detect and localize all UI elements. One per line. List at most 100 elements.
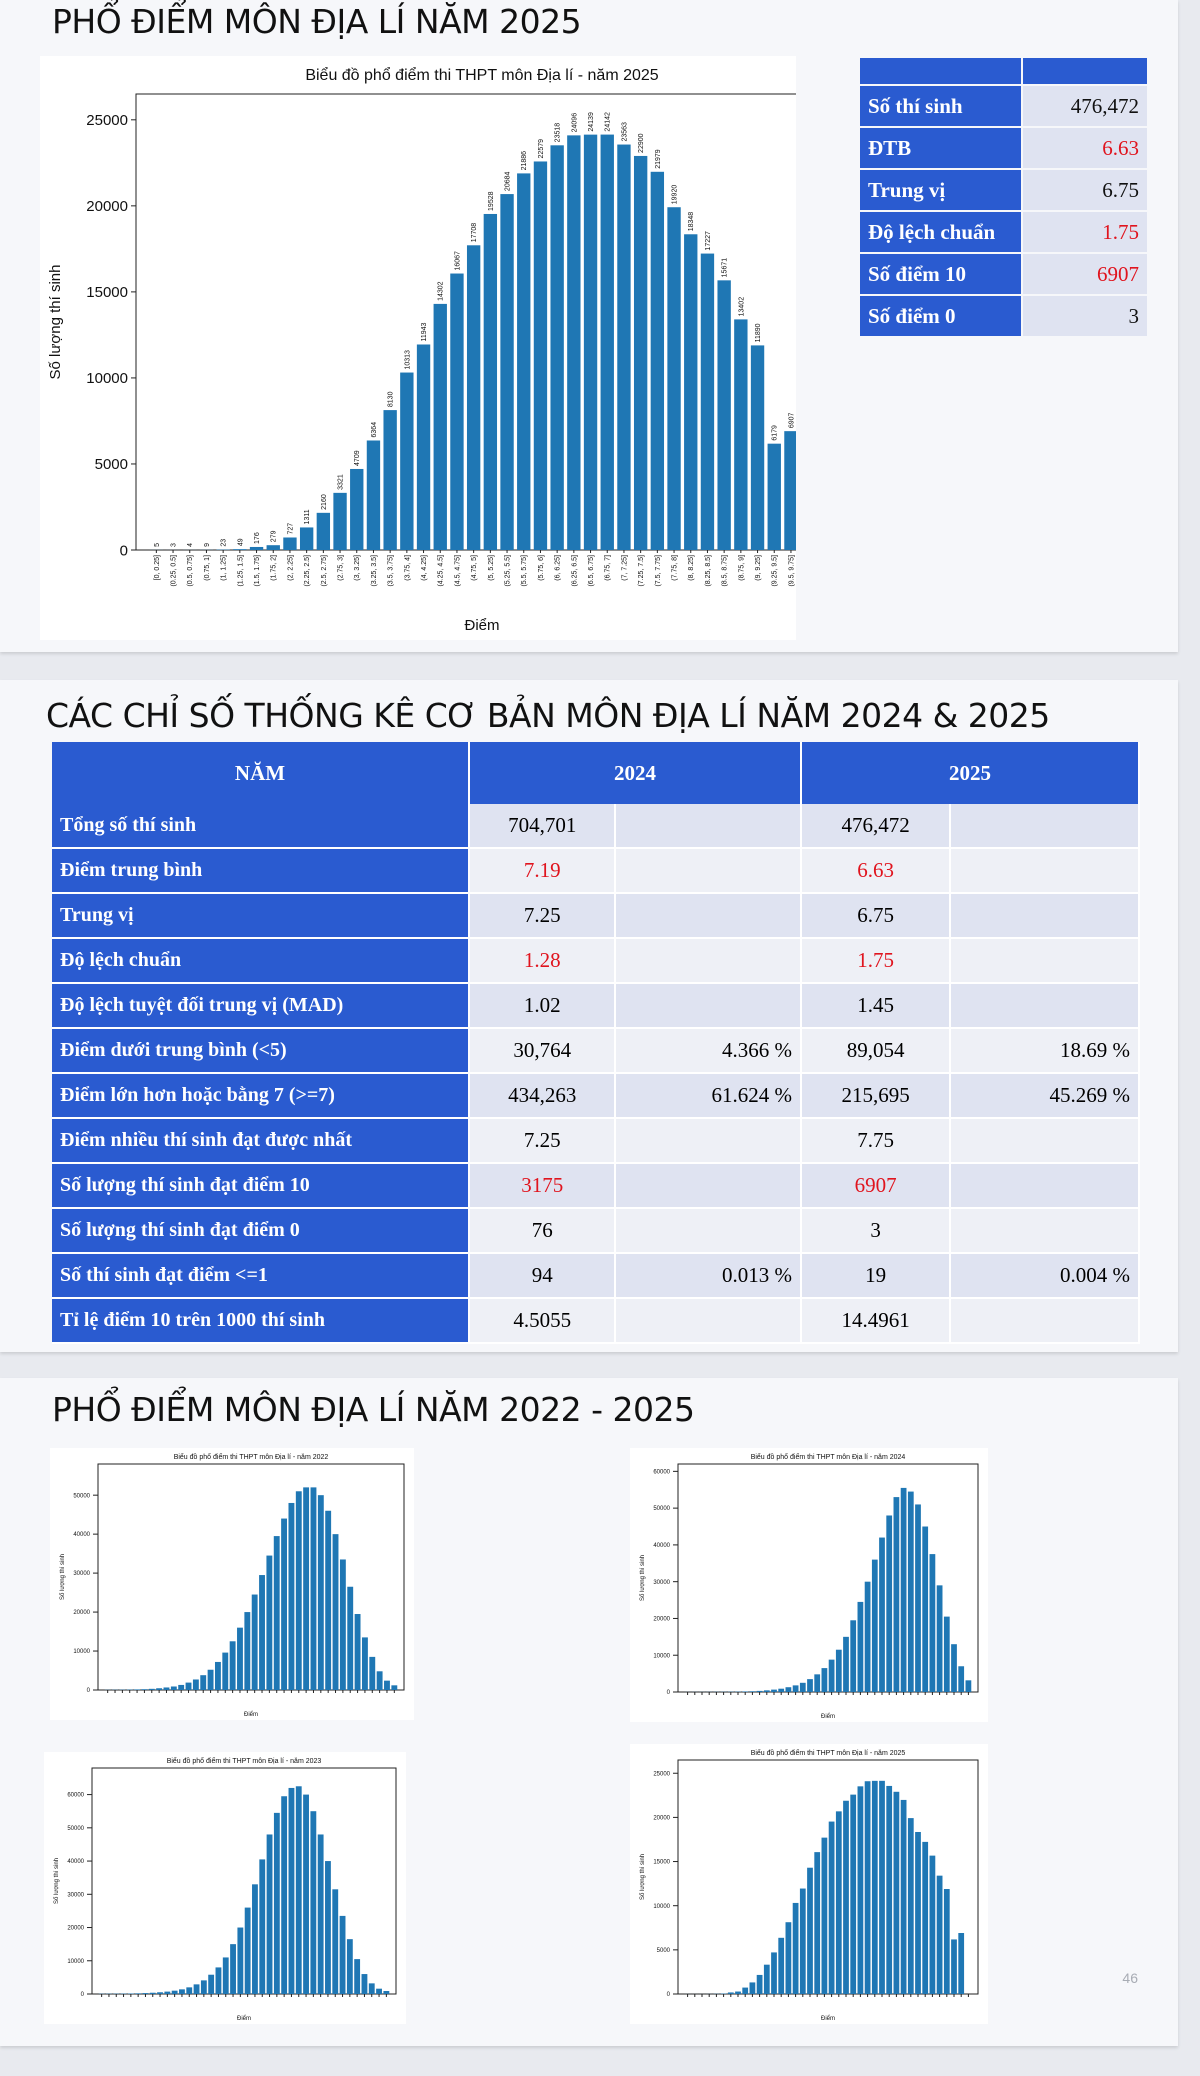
- bar-value-label: 22900: [638, 133, 645, 153]
- bar-value-label: 21886: [521, 151, 528, 171]
- header-2025: 2025: [802, 742, 1140, 804]
- section-title: PHỔ ĐIỂM MÔN ĐỊA LÍ NĂM 2025: [52, 2, 582, 41]
- bar: [466, 245, 481, 550]
- bar: [383, 1991, 390, 1994]
- bar-value-label: 6179: [772, 425, 779, 441]
- bar-value-label: 17708: [471, 223, 478, 243]
- bar: [943, 1616, 950, 1692]
- bar: [900, 1799, 907, 1994]
- value-2024: 4.5055: [470, 1299, 617, 1344]
- value-2024: 94: [470, 1254, 617, 1299]
- row-label: Trung vị: [52, 894, 470, 939]
- bar: [907, 1491, 914, 1692]
- value-2025: 6.75: [802, 894, 952, 939]
- bar: [259, 1859, 266, 1994]
- percent-2024: [616, 1164, 802, 1209]
- bar: [376, 1988, 382, 1994]
- summary-row: Độ lệch chuẩn 1.75: [860, 212, 1147, 252]
- x-tick-label: (5.25, 5.5]: [505, 555, 512, 587]
- bar: [332, 1534, 339, 1690]
- percent-2025: [951, 804, 1140, 849]
- percent-2024: [616, 984, 802, 1029]
- bar-value-label: 279: [271, 530, 278, 542]
- bar: [391, 1685, 398, 1690]
- y-tick-label: 20000: [67, 1926, 84, 1932]
- bar: [735, 1991, 741, 1994]
- bar: [179, 1989, 185, 1994]
- bar: [135, 1993, 142, 1994]
- value-2025: 89,054: [802, 1029, 952, 1074]
- chart-title: Biểu đồ phổ điểm thi THPT môn Địa lí - n…: [167, 1756, 322, 1765]
- y-tick-label: 20000: [653, 1617, 670, 1623]
- percent-2024: [616, 894, 802, 939]
- bar: [742, 1987, 749, 1994]
- bar: [799, 1888, 806, 1994]
- bar-value-label: 22579: [538, 139, 545, 159]
- summary-value: 6.63: [1023, 128, 1147, 168]
- value-2024: 1.28: [470, 939, 617, 984]
- bar: [922, 1841, 929, 1994]
- main-histogram-chart: Biểu đồ phổ điểm thi THPT môn Địa lí - n…: [47, 66, 796, 634]
- summary-label: Số điểm 10: [860, 254, 1021, 294]
- bar: [958, 1933, 965, 1994]
- plot-frame: [91, 1767, 397, 1995]
- bar: [778, 1937, 785, 1994]
- y-axis-label: Số lượng thí sinh: [47, 265, 64, 380]
- bar: [134, 1689, 141, 1690]
- bar: [273, 1536, 280, 1690]
- bar: [871, 1780, 878, 1994]
- bar-value-label: 2160: [321, 494, 328, 510]
- bar: [915, 1504, 921, 1692]
- x-tick-label: (6, 6.25]: [555, 555, 562, 581]
- x-tick-label: (7.5, 7.75]: [655, 555, 662, 587]
- bar: [750, 345, 765, 550]
- row-label: Độ lệch tuyệt đối trung vị (MAD): [52, 984, 470, 1029]
- x-tick-label: (5, 5.25]: [488, 555, 495, 581]
- bar-value-label: 727: [287, 523, 294, 535]
- value-2025: 3: [802, 1209, 952, 1254]
- percent-2024: 61.624 %: [616, 1074, 802, 1119]
- bar: [214, 1661, 221, 1690]
- bar: [346, 1939, 353, 1994]
- bar: [244, 1612, 251, 1690]
- x-tick-label: (3.75, 4]: [404, 555, 411, 581]
- bar: [400, 372, 414, 550]
- plot-frame: [97, 1463, 405, 1691]
- bar: [767, 443, 781, 550]
- bar: [717, 280, 731, 550]
- section-title: PHỔ ĐIỂM MÔN ĐỊA LÍ NĂM 2022 - 2025: [52, 1390, 695, 1429]
- slide-score-distribution-2025: PHỔ ĐIỂM MÔN ĐỊA LÍ NĂM 2025 Biểu đồ phổ…: [0, 0, 1178, 652]
- y-tick-label: 40000: [73, 1532, 90, 1538]
- bar: [857, 1786, 864, 1994]
- x-axis-label: Điểm: [821, 2015, 835, 2022]
- bar: [936, 1585, 943, 1692]
- bar-value-label: 6364: [371, 422, 378, 438]
- bar: [185, 1682, 192, 1690]
- y-tick-label: 50000: [653, 1506, 670, 1512]
- y-tick-label: 20000: [73, 1610, 90, 1616]
- bar: [843, 1636, 849, 1692]
- y-tick-label: 5000: [95, 456, 128, 473]
- bar: [650, 171, 665, 550]
- row-label: Tỉ lệ điểm 10 trên 1000 thí sinh: [52, 1299, 470, 1344]
- bar: [633, 155, 648, 550]
- bar: [316, 512, 331, 550]
- value-2024: 30,764: [470, 1029, 617, 1074]
- bar: [200, 1980, 207, 1994]
- summary-label: ĐTB: [860, 128, 1021, 168]
- y-tick-label: 10000: [653, 1904, 670, 1910]
- y-tick-label: 30000: [653, 1580, 670, 1586]
- row-label: Độ lệch chuẩn: [52, 939, 470, 984]
- bar: [871, 1559, 878, 1692]
- bar: [828, 1659, 835, 1692]
- summary-label: Trung vị: [860, 170, 1021, 210]
- x-axis-label: Điểm: [464, 617, 499, 634]
- bar: [450, 273, 464, 550]
- comparison-row: Độ lệch chuẩn 1.28 1.75: [52, 939, 1140, 984]
- y-tick-label: 0: [87, 1688, 91, 1694]
- bar-value-label: 3: [171, 543, 178, 547]
- y-tick-label: 50000: [67, 1826, 84, 1832]
- bar: [951, 1939, 957, 1994]
- bar: [807, 1679, 813, 1692]
- bar: [252, 1884, 258, 1994]
